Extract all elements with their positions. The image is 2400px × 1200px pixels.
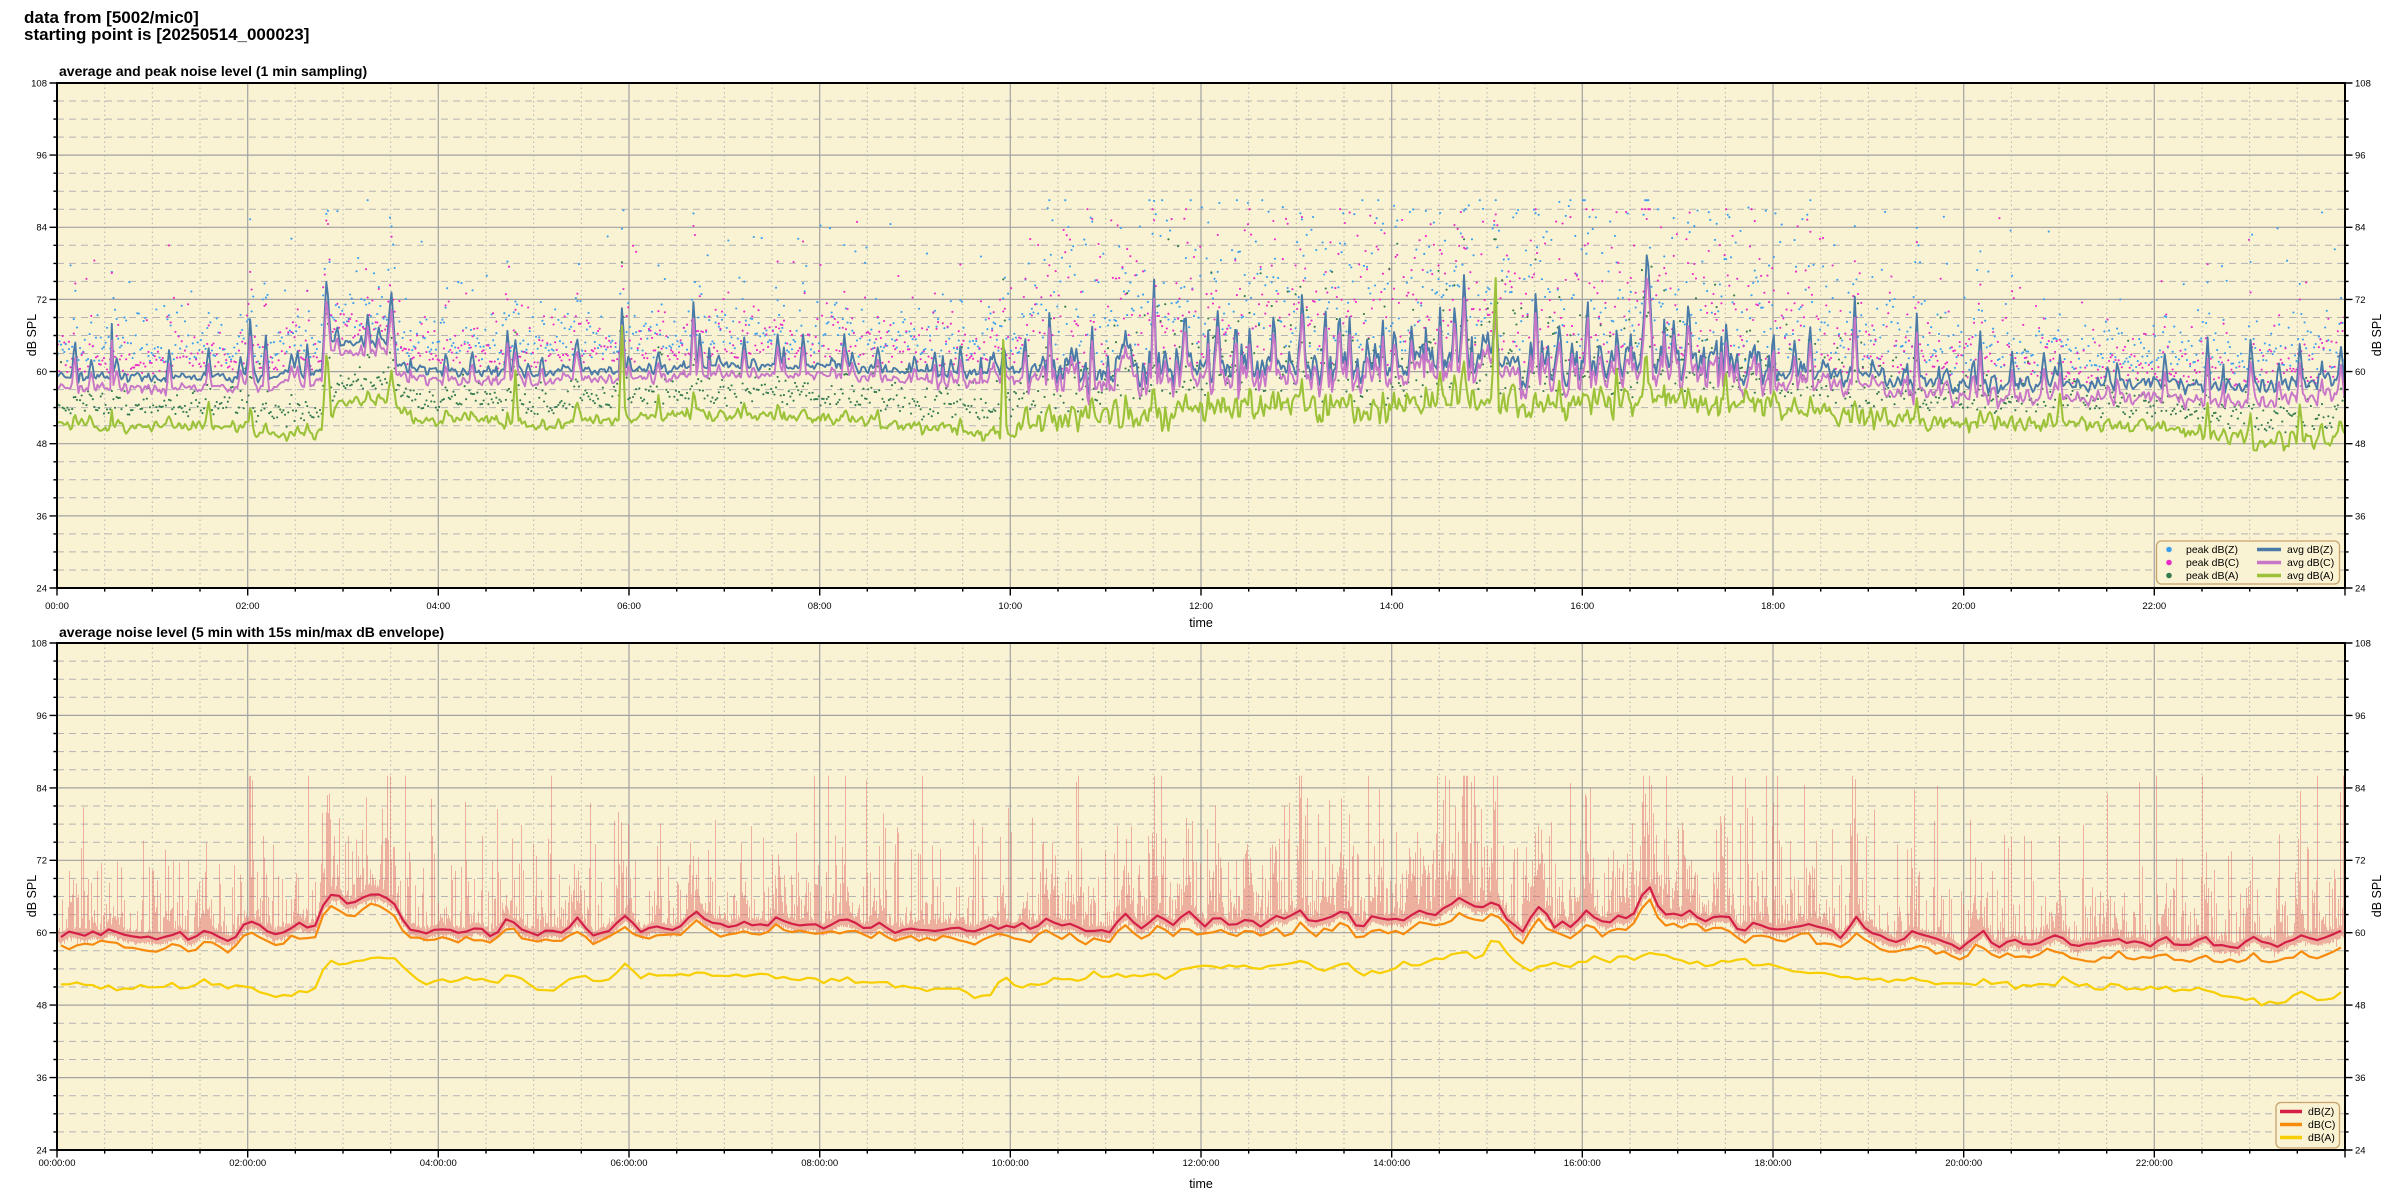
svg-text:108: 108 — [31, 78, 47, 89]
svg-text:84: 84 — [36, 783, 47, 794]
svg-text:time: time — [1189, 1177, 1213, 1191]
svg-text:24: 24 — [2355, 583, 2366, 594]
svg-text:06:00: 06:00 — [617, 601, 641, 612]
svg-text:22:00:00: 22:00:00 — [2136, 1158, 2173, 1169]
svg-text:00:00:00: 00:00:00 — [39, 1158, 76, 1169]
svg-text:10:00:00: 10:00:00 — [992, 1158, 1029, 1169]
svg-text:02:00: 02:00 — [236, 601, 260, 612]
svg-text:96: 96 — [2355, 711, 2366, 722]
svg-text:00:00: 00:00 — [45, 601, 69, 612]
svg-text:avg dB(C): avg dB(C) — [2287, 557, 2334, 569]
svg-text:24: 24 — [36, 583, 47, 594]
svg-text:20:00: 20:00 — [1952, 601, 1976, 612]
svg-text:dB SPL: dB SPL — [25, 314, 39, 356]
svg-text:20:00:00: 20:00:00 — [1945, 1158, 1982, 1169]
svg-text:84: 84 — [2355, 783, 2366, 794]
svg-text:12:00:00: 12:00:00 — [1183, 1158, 1220, 1169]
svg-text:48: 48 — [36, 1001, 47, 1012]
svg-text:avg dB(A): avg dB(A) — [2287, 570, 2334, 582]
svg-text:24: 24 — [36, 1145, 47, 1156]
svg-text:18:00: 18:00 — [1761, 601, 1785, 612]
svg-text:dB SPL: dB SPL — [2370, 314, 2384, 356]
svg-text:14:00: 14:00 — [1380, 601, 1404, 612]
svg-text:108: 108 — [31, 638, 47, 649]
svg-text:36: 36 — [2355, 511, 2366, 522]
svg-text:60: 60 — [36, 367, 47, 378]
svg-text:72: 72 — [2355, 295, 2366, 306]
svg-text:18:00:00: 18:00:00 — [1755, 1158, 1792, 1169]
svg-text:96: 96 — [2355, 151, 2366, 162]
svg-text:96: 96 — [36, 151, 47, 162]
svg-text:72: 72 — [2355, 856, 2366, 867]
svg-text:dB SPL: dB SPL — [25, 875, 39, 917]
svg-text:48: 48 — [2355, 439, 2366, 450]
svg-text:16:00:00: 16:00:00 — [1564, 1158, 1601, 1169]
svg-text:peak dB(A): peak dB(A) — [2186, 570, 2239, 582]
svg-text:dB(Z): dB(Z) — [2308, 1106, 2334, 1118]
svg-text:average noise level (5 min wit: average noise level (5 min with 15s min/… — [59, 624, 444, 640]
svg-text:12:00: 12:00 — [1189, 601, 1213, 612]
svg-text:14:00:00: 14:00:00 — [1373, 1158, 1410, 1169]
svg-text:108: 108 — [2355, 638, 2371, 649]
svg-text:60: 60 — [2355, 367, 2366, 378]
svg-text:72: 72 — [36, 856, 47, 867]
svg-text:time: time — [1189, 616, 1213, 630]
svg-text:48: 48 — [2355, 1001, 2366, 1012]
svg-text:02:00:00: 02:00:00 — [229, 1158, 266, 1169]
svg-text:04:00:00: 04:00:00 — [420, 1158, 457, 1169]
svg-text:dB SPL: dB SPL — [2370, 875, 2384, 917]
svg-text:72: 72 — [36, 295, 47, 306]
svg-text:36: 36 — [36, 511, 47, 522]
svg-text:84: 84 — [2355, 223, 2366, 234]
svg-text:08:00: 08:00 — [808, 601, 832, 612]
svg-text:04:00: 04:00 — [426, 601, 450, 612]
svg-text:peak dB(Z): peak dB(Z) — [2186, 544, 2238, 556]
svg-text:24: 24 — [2355, 1145, 2366, 1156]
svg-text:22:00: 22:00 — [2142, 601, 2166, 612]
svg-text:10:00: 10:00 — [998, 601, 1022, 612]
svg-text:60: 60 — [36, 928, 47, 939]
svg-text:08:00:00: 08:00:00 — [801, 1158, 838, 1169]
svg-text:48: 48 — [36, 439, 47, 450]
svg-text:60: 60 — [2355, 928, 2366, 939]
svg-text:data from [5002/mic0]: data from [5002/mic0] — [24, 8, 199, 27]
svg-text:06:00:00: 06:00:00 — [611, 1158, 648, 1169]
svg-text:84: 84 — [36, 223, 47, 234]
svg-text:16:00: 16:00 — [1570, 601, 1594, 612]
svg-text:dB(A): dB(A) — [2308, 1132, 2335, 1144]
svg-text:96: 96 — [36, 711, 47, 722]
svg-text:36: 36 — [36, 1073, 47, 1084]
svg-text:peak dB(C): peak dB(C) — [2186, 557, 2239, 569]
svg-text:36: 36 — [2355, 1073, 2366, 1084]
svg-text:108: 108 — [2355, 78, 2371, 89]
svg-text:average and peak noise level (: average and peak noise level (1 min samp… — [59, 63, 367, 79]
svg-text:dB(C): dB(C) — [2308, 1119, 2335, 1131]
svg-text:starting point is [20250514_00: starting point is [20250514_000023] — [24, 25, 309, 44]
svg-text:avg dB(Z): avg dB(Z) — [2287, 544, 2333, 556]
